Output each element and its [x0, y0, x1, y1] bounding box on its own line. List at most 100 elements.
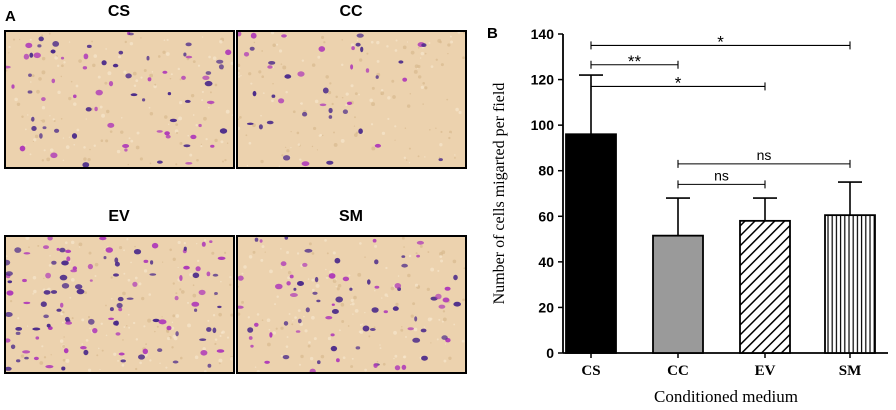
micro-cell: [297, 281, 304, 286]
micro-speckle: [38, 77, 42, 81]
micro-speckle: [140, 76, 143, 79]
micro-speckle: [441, 250, 446, 255]
micro-speckle: [238, 312, 241, 316]
micro-speckle: [408, 147, 411, 150]
micro-speckle: [462, 32, 465, 34]
micro-speckle: [238, 75, 241, 78]
micro-speckle: [250, 82, 253, 85]
micro-cell: [192, 272, 200, 279]
micro-speckle: [41, 345, 44, 348]
micro-cell: [219, 128, 228, 134]
bar-sm: [824, 214, 876, 354]
micro-speckle: [24, 128, 27, 131]
micro-speckle: [275, 327, 278, 330]
micro-speckle: [430, 267, 435, 272]
micro-cell: [45, 272, 51, 279]
micro-speckle: [280, 63, 283, 65]
y-tick-label: 80: [538, 163, 554, 179]
micro-speckle: [221, 330, 225, 334]
micro-speckle: [462, 298, 465, 302]
micro-speckle: [192, 293, 197, 298]
micro-speckle: [70, 240, 75, 245]
micro-cell: [289, 274, 294, 279]
micro-cell: [172, 360, 179, 364]
micro-cell: [122, 144, 130, 148]
micro-cell: [416, 240, 424, 245]
micro-speckle: [341, 320, 345, 323]
micro-speckle: [169, 248, 172, 252]
micro-speckle: [92, 63, 96, 68]
micro-speckle: [290, 130, 292, 133]
micro-cell: [33, 52, 41, 59]
micro-cell: [183, 246, 187, 251]
micro-cell: [95, 89, 103, 96]
micro-speckle: [78, 246, 81, 248]
micro-cell: [217, 256, 226, 260]
micro-speckle: [394, 139, 396, 141]
micro-cell: [330, 333, 335, 337]
micro-speckle: [32, 276, 37, 280]
micro-speckle: [107, 245, 109, 248]
micro-speckle: [84, 291, 87, 295]
micro-cell: [342, 276, 350, 282]
micro-cell: [162, 70, 168, 74]
micro-cell: [101, 60, 107, 66]
micro-speckle: [442, 317, 447, 322]
micro-speckle: [183, 241, 187, 245]
micro-speckle: [220, 140, 224, 144]
micro-speckle: [179, 78, 182, 81]
micro-speckle: [109, 130, 113, 133]
micro-cell: [181, 75, 186, 80]
micro-speckle: [439, 255, 443, 258]
micro-cell: [60, 302, 64, 308]
micro-speckle: [124, 40, 127, 44]
micro-speckle: [8, 52, 10, 54]
micro-cell: [218, 64, 224, 70]
micro-cell: [435, 293, 442, 300]
micro-cell: [56, 308, 62, 312]
micro-speckle: [261, 75, 265, 79]
micro-cell: [336, 358, 340, 363]
micro-speckle: [203, 370, 207, 372]
micro-speckle: [41, 56, 46, 61]
micro-speckle: [62, 311, 65, 314]
micro-speckle: [49, 148, 54, 153]
micro-cell: [25, 42, 33, 49]
micro-cell: [149, 273, 157, 276]
micro-cell: [281, 34, 287, 38]
micro-speckle: [423, 326, 426, 329]
micro-speckle: [371, 86, 375, 90]
micro-speckle: [175, 163, 178, 166]
micro-speckle: [248, 141, 252, 145]
micro-speckle: [272, 82, 274, 85]
micro-speckle: [376, 59, 380, 63]
micro-speckle: [385, 266, 388, 270]
micro-speckle: [87, 315, 91, 319]
micro-speckle: [6, 69, 8, 72]
micro-speckle: [278, 49, 283, 53]
micro-speckle: [286, 149, 290, 153]
micro-speckle: [408, 162, 411, 164]
micro-speckle: [214, 138, 218, 143]
micro-cell: [322, 87, 329, 94]
micro-speckle: [148, 106, 151, 109]
micro-cell: [132, 281, 138, 287]
micro-speckle: [403, 355, 407, 359]
micro-speckle: [14, 97, 18, 102]
micro-speckle: [87, 157, 91, 162]
micro-speckle: [356, 39, 359, 41]
micro-speckle: [332, 279, 337, 283]
micro-speckle: [393, 330, 397, 335]
micro-cell: [401, 364, 407, 370]
micro-cell: [125, 73, 132, 79]
micro-speckle: [49, 255, 51, 257]
micro-cell: [43, 245, 49, 249]
micro-speckle: [287, 276, 291, 280]
micro-cell: [331, 309, 339, 314]
micro-speckle: [303, 315, 305, 318]
y-tick-label: 20: [538, 299, 554, 315]
micro-speckle: [369, 98, 373, 103]
micro-speckle: [419, 244, 423, 248]
micro-speckle: [138, 282, 142, 286]
micro-cell: [164, 131, 170, 136]
